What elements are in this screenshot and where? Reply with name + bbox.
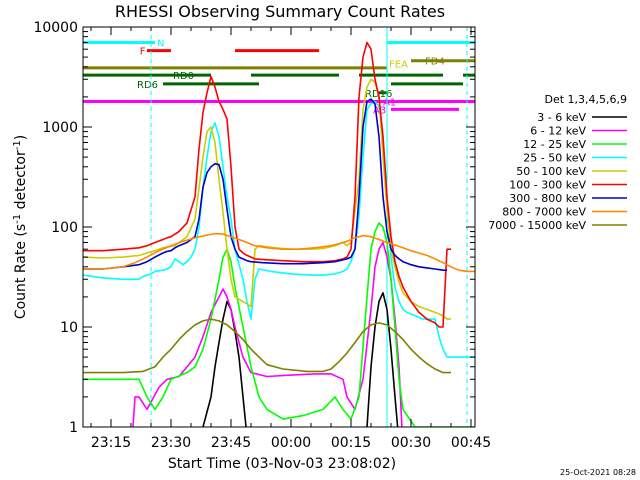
y-axis-ticks: 1 10 100 1000 10000	[33, 20, 475, 436]
series-line	[83, 232, 475, 273]
series-line	[83, 222, 475, 427]
legend-title: Det 1,3,4,5,6,9	[544, 93, 627, 106]
x-tick-label: 23:15	[91, 435, 131, 451]
flag-label: F	[140, 47, 146, 58]
legend-entry-label: 12 - 25 keV	[523, 138, 586, 151]
legend-entry-label: 6 - 12 keV	[530, 125, 586, 138]
y-axis-label-sup1: -1	[12, 214, 23, 224]
series-line	[132, 241, 403, 427]
flag-label: FD4	[425, 57, 445, 68]
y-tick-label: 10	[60, 320, 78, 336]
y-axis-label: Count Rate (s-1 detector-1)	[12, 135, 29, 319]
legend-entry-label: 25 - 50 keV	[523, 152, 586, 165]
flag-label: FEA	[389, 60, 408, 71]
legend-entry-label: 300 - 800 keV	[509, 192, 586, 205]
x-axis-ticks: 23:15 23:30 23:45 00:00 00:15 00:30 00:45	[90, 27, 491, 451]
y-tick-label: 10000	[33, 20, 78, 36]
flag-label: RD0	[173, 71, 194, 82]
series-line	[83, 98, 447, 272]
x-tick-label: 00:15	[331, 435, 371, 451]
y-tick-label: 1000	[42, 120, 78, 136]
y-axis-label-main: Count Rate (s	[13, 224, 29, 319]
y-tick-label: 1	[69, 420, 78, 436]
timestamp-stamp: 25-Oct-2021 08:28	[560, 468, 636, 477]
legend-entry-label: 50 - 100 keV	[516, 165, 586, 178]
chart-title: RHESSI Observing Summary Count Rates	[115, 2, 445, 21]
y-axis-label-sup2: -1	[12, 140, 23, 150]
y-tick-label: 100	[51, 220, 78, 236]
x-tick-label: 00:45	[451, 435, 491, 451]
legend-entry-label: 100 - 300 keV	[509, 179, 586, 192]
flag-label: A1	[383, 97, 396, 108]
legend-entry-label: 3 - 6 keV	[537, 111, 586, 124]
legend-entry-label: 800 - 7000 keV	[502, 206, 586, 219]
y-axis-label-end: )	[13, 135, 29, 140]
flag-label: N	[157, 38, 164, 49]
series-line	[83, 100, 475, 358]
legend-entry-label: 7000 - 15000 keV	[488, 219, 586, 232]
series-line	[83, 318, 451, 374]
x-tick-label: 23:30	[151, 435, 191, 451]
series-line	[83, 78, 451, 320]
x-axis-label: Start Time (03-Nov-03 23:08:02)	[168, 456, 396, 472]
x-tick-label: 00:00	[271, 435, 311, 451]
series-line	[202, 291, 399, 427]
y-axis-label-mid: detector	[13, 150, 29, 214]
flag-label: RD6	[137, 80, 158, 91]
series-line	[83, 41, 451, 328]
x-tick-label: 00:30	[391, 435, 431, 451]
series-layer	[83, 41, 475, 427]
x-tick-label: 23:45	[211, 435, 251, 451]
